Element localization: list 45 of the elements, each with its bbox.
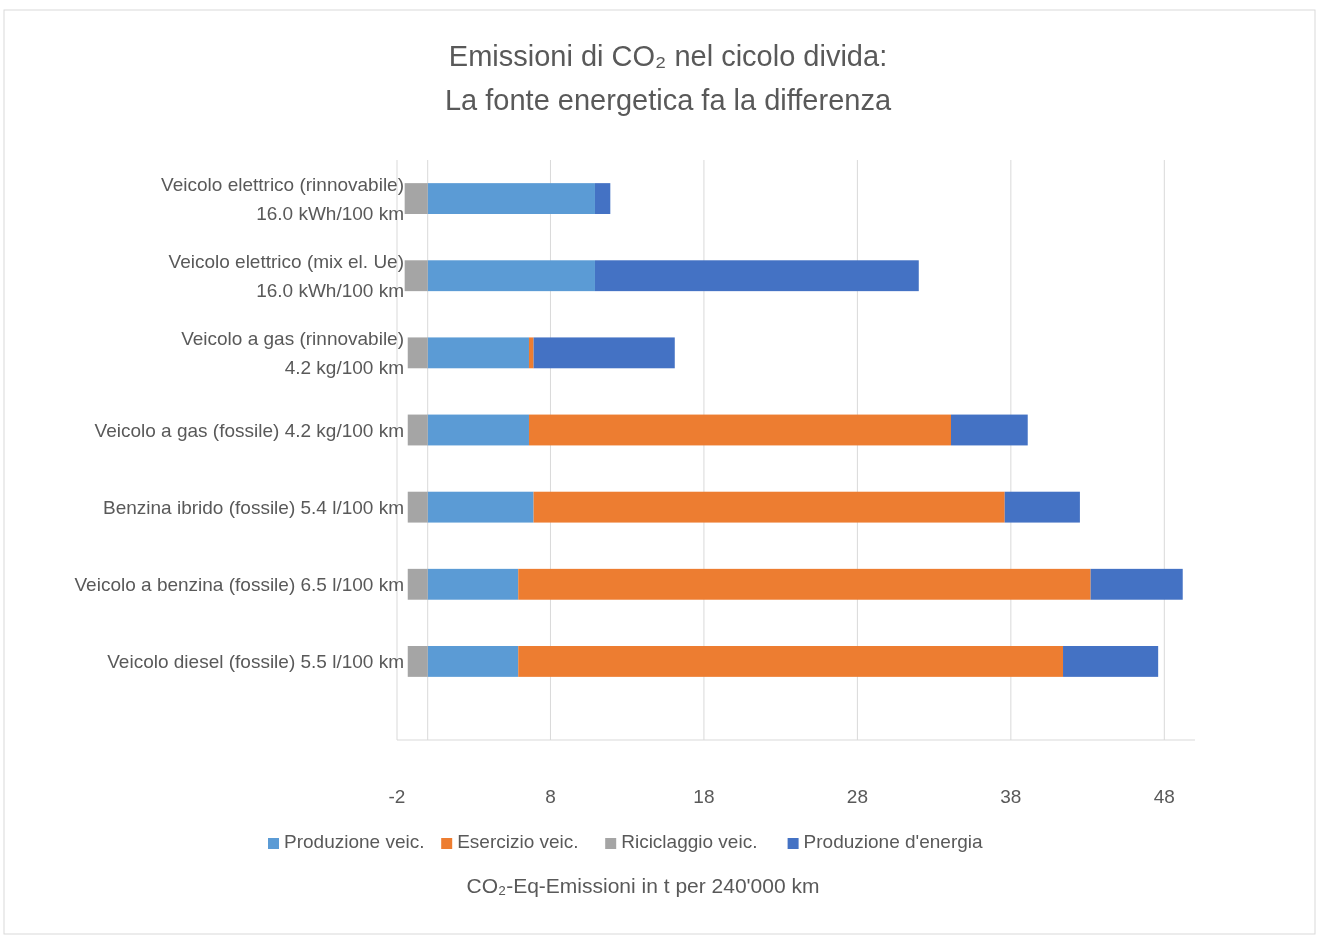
bar [951,414,1028,446]
legend-label: Produzione veic. [284,831,425,852]
bar [528,337,534,369]
bar [427,414,529,446]
bar [427,337,529,369]
bar [594,260,919,292]
bar [407,646,428,677]
legend-label: Riciclaggio veic. [621,831,758,852]
bar [1090,568,1183,600]
bar [407,414,428,446]
x-tick-label: -2 [388,786,406,807]
bar [533,337,675,369]
x-tick-label: 38 [1000,786,1022,807]
bar [427,646,519,677]
x-tick-label: 8 [545,786,556,807]
bar [427,568,519,600]
bar [594,183,611,214]
legend-label: Esercizio veic. [457,831,579,852]
bar [1063,646,1159,677]
bar [404,183,428,214]
bar [407,568,428,600]
y-tick-label: Veicolo a benzina (fossile) 6.5 l/100 km [74,574,404,596]
bar [427,491,534,523]
x-tick-label: 28 [846,786,868,807]
x-tick-label: 18 [693,786,715,807]
x-axis-title: CO₂-Eq-Emissioni in t per 240'000 km [466,874,820,897]
x-tick-label: 48 [1153,786,1175,807]
y-tick-label: Veicolo a gas (fossile) 4.2 kg/100 km [94,420,404,441]
y-tick-label: Benzina ibrido (fossile) 5.4 l/100 km [103,497,404,519]
bar [518,646,1064,677]
bar [407,337,428,369]
y-tick-label: Veicolo elettrico (rinnovabile) 16.0 kWh/100 km [161,174,404,225]
bar [528,414,951,446]
y-tick-label: Veicolo a gas (rinnovabile) 4.2 kg/100 km [181,328,404,379]
bar [533,491,1005,523]
bar [407,491,428,523]
bar [404,260,428,292]
bar [518,568,1091,600]
bar [427,183,595,214]
legend-label: Produzione d'energia [803,831,984,852]
chart-title: Emissioni di CO₂ nel cicolo divida: La fonte energetica fa la differenza [444,40,892,116]
y-tick-label: Veicolo diesel (fossile) 5.5 l/100 km [107,651,404,673]
bar [427,260,595,292]
y-tick-label: Veicolo elettrico (mix el. Ue) 16.0 kWh/100 km [168,251,404,302]
bar [1004,491,1080,523]
